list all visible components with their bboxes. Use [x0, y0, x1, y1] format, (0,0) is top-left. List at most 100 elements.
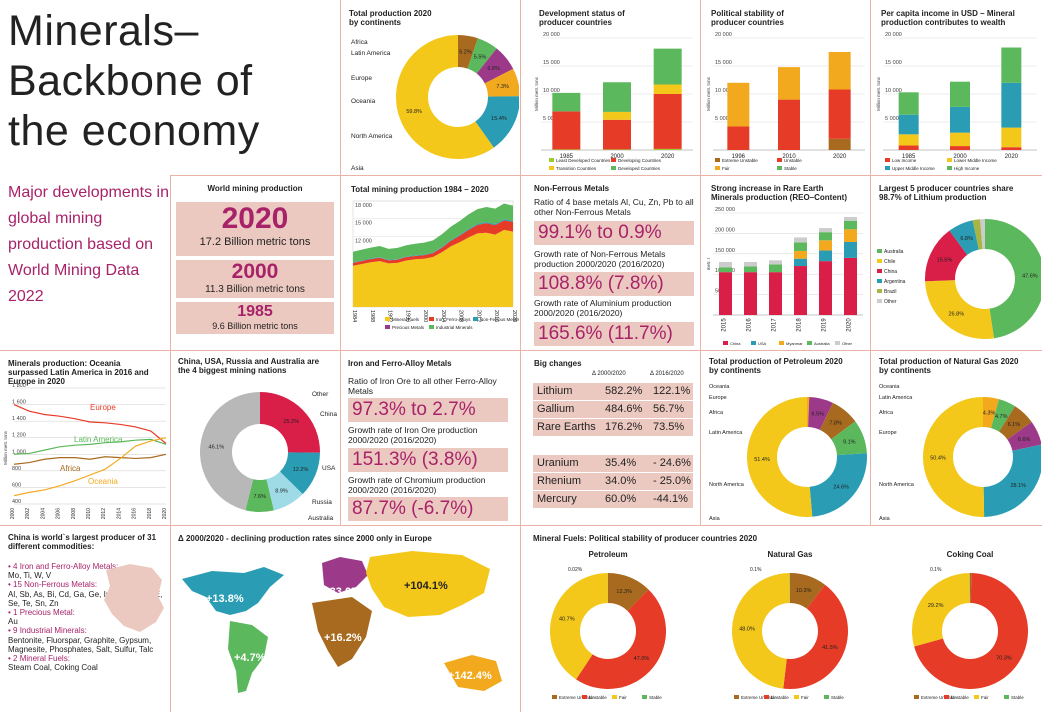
bar-3-1 [794, 258, 807, 267]
y-tick-3: 12 000 [355, 238, 372, 244]
donut-slice-1 [925, 280, 995, 339]
bar-3-2 [794, 250, 807, 259]
fuels-title: Mineral Fuels: Political stability of pr… [533, 534, 758, 543]
bar-1-2 [778, 67, 800, 100]
map-label-asia: +104.1% [404, 580, 448, 592]
legend-swatch-3 [385, 325, 390, 329]
bc-delta-2000: 176.2% [605, 421, 643, 433]
bar-4-4 [819, 228, 832, 233]
bar-0-3 [552, 92, 581, 112]
bar-4-3 [819, 232, 832, 241]
bc-name: Gallium [537, 403, 575, 415]
legend-label-4: Industrial Minerals [436, 325, 473, 330]
legend-label-1: USA [758, 341, 767, 346]
world-production-2020: 2020 17.2 Billion metric tons [176, 202, 334, 256]
pc-label-2: Africa [709, 410, 724, 416]
legend-swatch-2 [885, 166, 890, 170]
fuel-legend-2: Fair [619, 695, 627, 700]
y-tick-3: 1 000 [12, 449, 26, 455]
slice-value-0: 12.3% [616, 589, 632, 595]
legend-label-1: Developing Countries [618, 158, 662, 163]
china-item-head: • 4 Iron and Ferro-Alloy Metals: [8, 562, 119, 571]
donut-slice-1 [808, 397, 833, 430]
y-tick-0: 400 [12, 499, 21, 505]
slice-value-3: 7.6% [253, 494, 266, 500]
map-label-south-america: +4.7% [234, 652, 266, 664]
chart-title: by continents [879, 366, 932, 375]
bar-0-0 [552, 149, 581, 150]
year-1985: 1985 [237, 303, 273, 320]
bar-1-3 [603, 82, 631, 112]
y-tick-1: 600 [12, 482, 21, 488]
iron-label-1: Ratio of Iron Ore to all other Ferro-All… [348, 376, 497, 396]
slice-value-2: 6.8% [487, 66, 500, 72]
x-tick-2: 2020 [833, 154, 847, 160]
china-item-head: • 9 Industrial Minerals: [8, 626, 87, 636]
year-2000: 2000 [231, 260, 279, 283]
donut-slice-2 [266, 471, 303, 511]
page-subtitle: Major developments in global mining prod… [8, 184, 169, 305]
bar-2-1 [828, 89, 851, 139]
x-tick-2: 2020 [661, 154, 675, 160]
chart-title: Europe in 2020 [8, 377, 65, 386]
chart-title: Total mining production 1984 – 2020 [351, 185, 489, 194]
world-production-panel: World mining production 2020 17.2 Billio… [172, 178, 338, 348]
map-title: Δ 2000/2020 - declining production rates… [178, 534, 432, 543]
y-tick-1: 10 000 [543, 88, 560, 94]
fuel-stable-label: 0.1% [750, 567, 762, 573]
lithium-swatch-1 [877, 259, 882, 263]
big-changes-row: Gallium 484.6% 56.7% [533, 401, 693, 418]
bar-2-0 [1001, 147, 1022, 150]
slice-value-2: 8.9% [275, 488, 288, 494]
china-item-body: Bentonite, Fluorspar, Graphite, Gypsum, … [8, 635, 154, 654]
pc-label-5: Asia [709, 516, 721, 522]
x-tick-9: 2018 [147, 508, 153, 519]
lithium-legend-5: Other [884, 299, 897, 305]
donut-slice-1 [279, 452, 320, 495]
big-changes-panel: Big changes Δ 2000/2020 Δ 2016/2020 [522, 353, 698, 523]
slice-value-4: 28.1% [1010, 483, 1026, 489]
donut-slice-2 [912, 573, 970, 647]
big-changes-row: Rare Earths 176.2% 73.5% [533, 419, 693, 436]
x-tick-7: 2014 [116, 508, 122, 519]
big-changes-row: Uranium 35.4% - 24.6% [533, 455, 693, 472]
slice-value-2: 40.7% [559, 617, 575, 623]
non-ferrous-panel: Non-Ferrous Metals Ratio of 4 base metal… [522, 178, 698, 348]
chart-title: Minerals production (REO–Content) [711, 193, 847, 202]
slice-value-1: 47.0% [634, 656, 650, 662]
fuel-title: Natural Gas [768, 550, 813, 559]
legend-label-2: Non-Ferrous Metals [480, 317, 519, 322]
donut-slice-4 [475, 96, 519, 148]
legend-label-0: China [730, 341, 741, 346]
slice-value-2: 7.8% [829, 420, 842, 426]
bc-delta-2016: -44.1% [653, 493, 688, 505]
legend-label-1: Iron, Ferro-Alloys [436, 317, 471, 322]
x-tick-1: 2016 [747, 318, 753, 332]
pc-label-1: Europe [709, 395, 727, 401]
slice-value-0: 5.2% [459, 50, 472, 56]
fuel-legend-1: Unstable [771, 695, 789, 700]
map-oceania [444, 655, 502, 691]
lithium-legend-2: China [884, 269, 897, 275]
big-changes-title: Big changes [534, 359, 582, 368]
x-tick-1: 2000 [610, 154, 624, 160]
chart-title: producer countries [711, 18, 784, 27]
legend-label-0: Mineral Fuels [392, 317, 420, 322]
donut-slice-0 [260, 392, 320, 453]
legend-swatch-0 [723, 341, 728, 345]
gc-label-1: Latin America [879, 395, 913, 401]
bar-4-1 [819, 250, 832, 262]
legend-label-3: Developed Countries [618, 166, 661, 171]
y-axis-label: Million metr. tons [876, 76, 881, 111]
map-africa [312, 597, 372, 667]
china-silhouette [104, 564, 164, 632]
donut-slice-5 [980, 219, 985, 250]
donut-slice-1 [783, 584, 848, 689]
x-tick-2: 2017 [772, 318, 778, 332]
x-tick-3: 2018 [797, 318, 803, 332]
donut-slice-4 [200, 392, 260, 511]
bar-2-3 [769, 264, 782, 273]
map-label-europe: -33.0% [326, 586, 361, 598]
slice-value-3: 9.1% [843, 440, 856, 446]
